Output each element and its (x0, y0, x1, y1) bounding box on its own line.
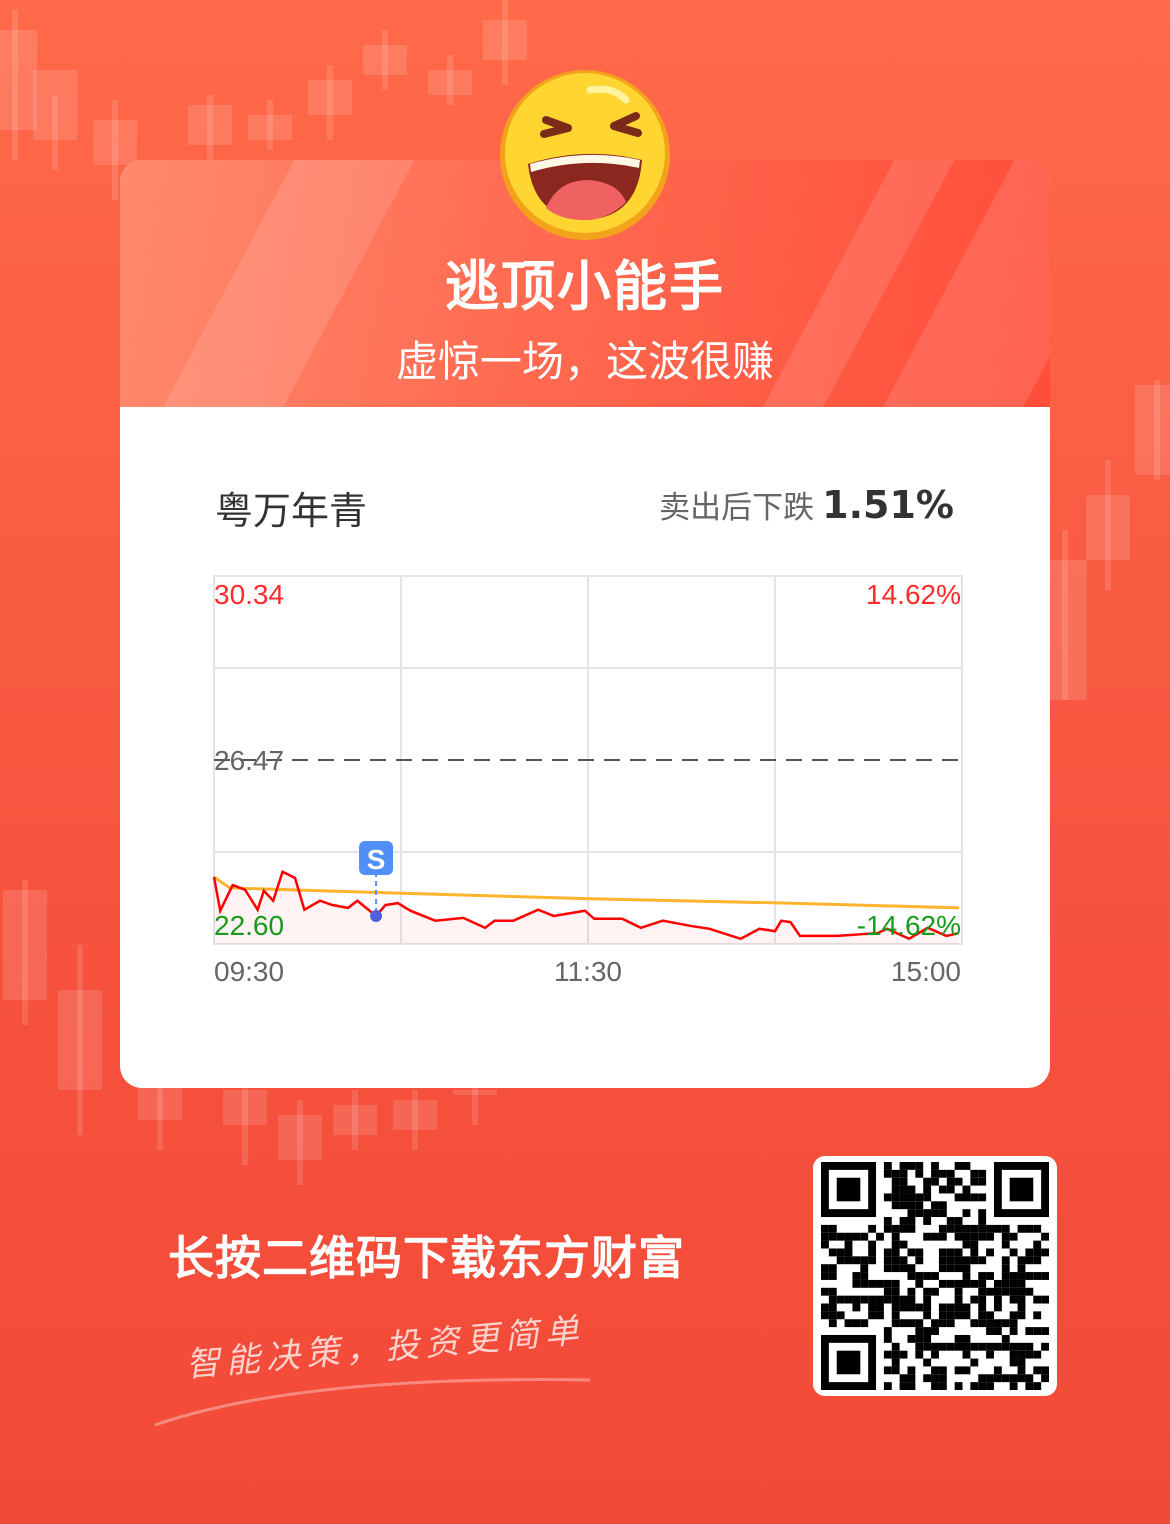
sell-point (370, 909, 383, 922)
laughing-face-icon (500, 70, 670, 240)
download-cta: 长按二维码下载东方财富 (168, 1231, 685, 1285)
x-tick-1130: 11:30 (554, 956, 622, 987)
sell-badge (359, 841, 394, 875)
performance: 卖出后下跌 1.51% (659, 482, 954, 527)
average-price-line (213, 875, 959, 910)
card-header: 逃顶小能手 虚惊一场，这波很赚 (120, 160, 1050, 407)
badge-subtitle: 虚惊一场，这波很赚 (395, 337, 774, 386)
pct-min-label: -14.62% (857, 910, 961, 941)
sell-label: S (367, 844, 386, 875)
result-card: 逃顶小能手 虚惊一场，这波很赚 粤万年青 卖出后下跌 1.51% (120, 160, 1050, 1088)
price-area (214, 871, 959, 944)
slogan-swoosh (154, 1378, 591, 1427)
qr-code[interactable] (813, 1156, 1057, 1396)
badge-title: 逃顶小能手 (445, 255, 725, 318)
pct-max-label: 14.62% (866, 579, 961, 610)
y-mid-label: 26.47 (214, 745, 284, 776)
y-max-label: 30.34 (214, 579, 284, 610)
price-line (212, 869, 960, 941)
sell-marker: S (359, 841, 394, 922)
x-tick-0930: 09:30 (214, 956, 284, 987)
stock-name: 粤万年青 (215, 489, 368, 533)
x-tick-1500: 15:00 (891, 956, 961, 987)
y-min-label: 22.60 (214, 910, 284, 941)
performance-value: 1.51% (822, 483, 954, 527)
performance-label: 卖出后下跌 (659, 490, 815, 526)
